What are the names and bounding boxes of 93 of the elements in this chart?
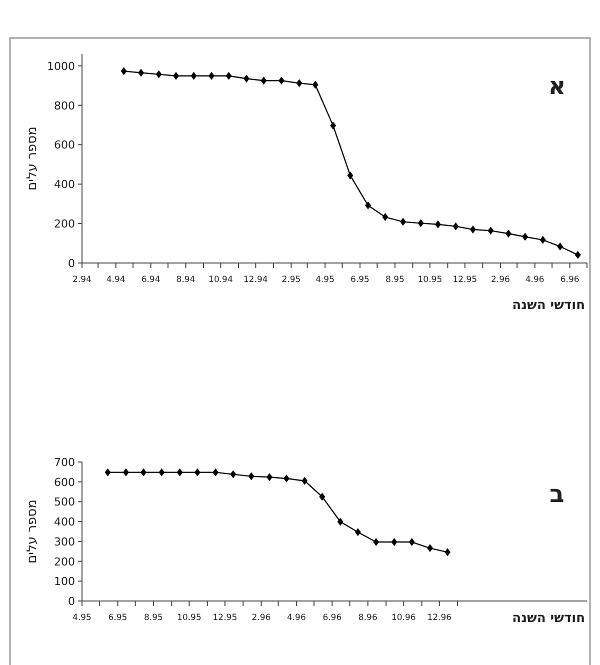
x-tick-label: 2.96 xyxy=(490,275,510,285)
y-tick-label: 600 xyxy=(54,476,75,489)
x-tick-label: 4.95 xyxy=(316,275,335,285)
point xyxy=(226,72,232,80)
annotation: ב xyxy=(550,480,564,508)
x-tick-label: 6.94 xyxy=(141,275,160,285)
x-tick-label: 10.95 xyxy=(177,613,202,623)
point xyxy=(444,548,451,556)
x-tick-label: 8.96 xyxy=(358,613,378,623)
point xyxy=(434,220,441,228)
x-tick-label: 10.95 xyxy=(418,275,442,285)
x-tick-label: 4.95 xyxy=(72,613,92,623)
point xyxy=(176,468,183,476)
y-tick-label: 1000 xyxy=(47,60,75,73)
x-tick-label: 12.95 xyxy=(452,275,478,285)
point xyxy=(140,468,147,476)
point xyxy=(391,538,398,546)
point xyxy=(260,76,267,85)
y-tick-label: 300 xyxy=(54,535,75,548)
y-tick-label: 800 xyxy=(54,99,75,112)
y-axis-title: מספר עלים xyxy=(25,126,40,190)
point xyxy=(522,232,528,241)
x-tick-label: 8.95 xyxy=(144,613,163,623)
point xyxy=(244,74,250,83)
point xyxy=(194,468,200,476)
x-axis-title: חודשי השנה xyxy=(512,298,585,313)
x-axis-title: חודשי השנה xyxy=(512,611,585,626)
point xyxy=(365,201,372,210)
y-tick-label: 200 xyxy=(54,555,75,568)
y-tick-label: 600 xyxy=(54,138,75,152)
point xyxy=(230,470,236,478)
point xyxy=(382,213,388,222)
y-tick-label: 400 xyxy=(54,516,75,529)
y-axis-title: מספר עלים xyxy=(25,500,40,564)
point xyxy=(337,518,344,526)
point xyxy=(278,76,284,85)
x-tick-label: 6.95 xyxy=(350,275,370,285)
x-tick-label: 6.96 xyxy=(322,613,342,623)
x-tick-label: 6.95 xyxy=(108,613,128,623)
y-tick-label: 0 xyxy=(68,595,75,608)
point xyxy=(574,250,581,259)
x-tick-label: 2.96 xyxy=(252,613,271,623)
y-tick-label: 400 xyxy=(54,178,75,192)
point xyxy=(156,70,162,78)
point xyxy=(283,474,290,482)
x-tick-label: 4.96 xyxy=(525,275,544,285)
point xyxy=(104,468,111,476)
point xyxy=(408,538,415,546)
x-tick-label: 8.95 xyxy=(386,275,404,285)
x-tick-label: 2.95 xyxy=(282,275,301,285)
point xyxy=(158,468,165,476)
point xyxy=(120,67,127,76)
point xyxy=(296,79,302,88)
x-tick-label: 2.94 xyxy=(72,275,92,285)
point xyxy=(319,492,326,501)
annotation: א xyxy=(548,72,566,100)
point xyxy=(122,468,129,476)
point xyxy=(330,122,336,130)
point xyxy=(302,476,308,485)
point xyxy=(173,72,180,80)
point xyxy=(418,219,424,228)
point xyxy=(400,218,406,226)
point xyxy=(266,473,272,482)
point xyxy=(470,225,476,234)
point xyxy=(488,226,494,235)
point xyxy=(426,544,433,552)
point xyxy=(452,222,459,230)
point xyxy=(138,68,144,77)
y-tick-label: 700 xyxy=(54,456,75,469)
y-tick-label: 500 xyxy=(54,496,75,509)
y-tick-label: 0 xyxy=(68,257,75,270)
x-tick-label: 12.96 xyxy=(427,613,452,623)
point xyxy=(190,72,197,80)
x-tick-label: 12.94 xyxy=(244,275,268,285)
y-tick-label: 100 xyxy=(54,575,75,588)
x-tick-label: 12.95 xyxy=(212,613,238,623)
x-tick-label: 4.96 xyxy=(286,613,306,623)
x-tick-label: 8.94 xyxy=(176,275,196,285)
point xyxy=(212,468,219,476)
x-tick-label: 10.94 xyxy=(208,275,233,285)
x-tick-label: 6.96 xyxy=(560,275,580,285)
point xyxy=(354,528,361,536)
point xyxy=(312,80,318,89)
point xyxy=(347,171,354,180)
point xyxy=(557,242,564,250)
x-tick-label: 10.96 xyxy=(391,613,416,623)
point xyxy=(248,472,254,480)
point xyxy=(505,230,512,238)
point xyxy=(208,72,215,80)
x-tick-label: 4.94 xyxy=(106,275,126,285)
y-tick-label: 200 xyxy=(54,218,75,231)
point xyxy=(373,538,380,546)
point xyxy=(540,236,546,244)
